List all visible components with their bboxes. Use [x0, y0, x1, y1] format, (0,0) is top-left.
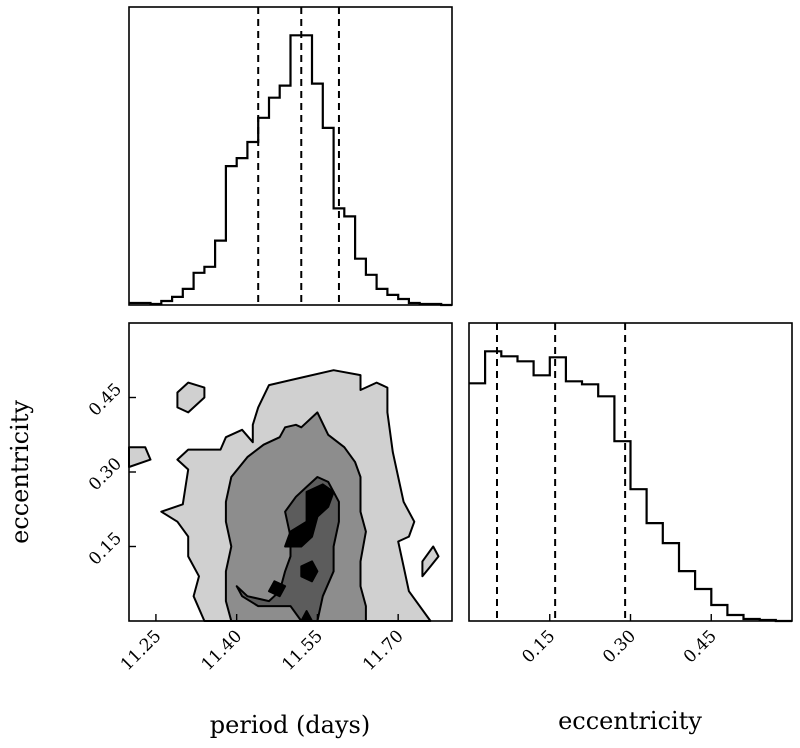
joint-contour-panel: 11.25 11.40 11.55 11.70 0.15 0.30 0.45 — [85, 322, 453, 675]
period-histogram-line — [129, 34, 452, 307]
eccentricity-xtick-label-3: 0.45 — [680, 626, 721, 667]
eccentricity-xtick-label-1: 0.15 — [518, 626, 559, 667]
eccentricity-histogram-line — [469, 350, 792, 623]
contour-level-4 — [268, 483, 335, 622]
eccentricity-histogram-panel: 0.15 0.30 0.45 — [468, 322, 793, 667]
period-xtick-label-3: 11.55 — [278, 626, 327, 675]
period-xtick-label-2: 11.40 — [198, 626, 247, 675]
x-axis-label-period: period (days) — [210, 711, 370, 739]
eccentricity-ytick-label-2: 0.30 — [85, 454, 126, 495]
eccentricity-ytick-label-3: 0.45 — [85, 380, 126, 421]
eccentricity-xtick-label-2: 0.30 — [599, 626, 640, 667]
y-axis-label-eccentricity: eccentricity — [6, 400, 34, 544]
eccentricity-ytick-label-1: 0.15 — [85, 529, 126, 570]
period-histogram-frame — [128, 6, 453, 306]
period-histogram-panel — [128, 6, 453, 307]
period-xtick-label-4: 11.70 — [359, 626, 408, 675]
x-axis-label-eccentricity: eccentricity — [558, 707, 702, 735]
period-xtick-label-1: 11.25 — [117, 626, 166, 675]
